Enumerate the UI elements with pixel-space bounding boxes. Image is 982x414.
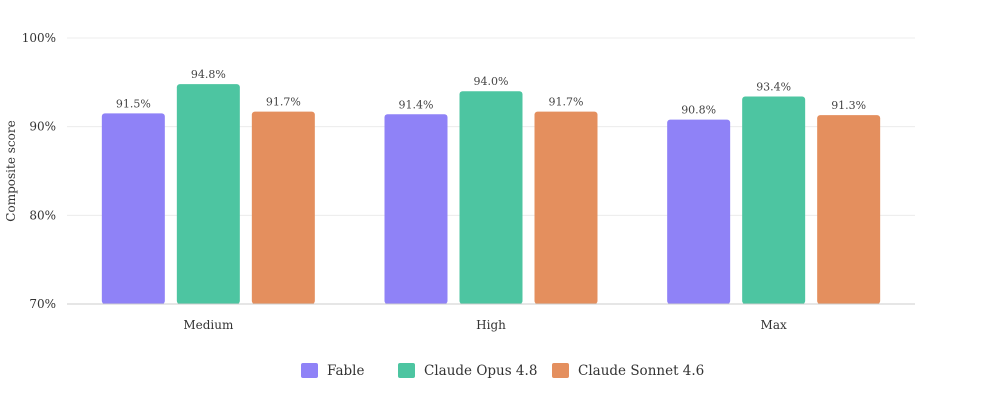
bar: [384, 114, 448, 305]
data-label: 93.4%: [756, 81, 791, 94]
legend-swatch: [552, 363, 569, 378]
y-tick-label: 90%: [29, 120, 56, 134]
bar: [742, 96, 806, 305]
data-label: 91.7%: [549, 96, 584, 109]
bar: [251, 111, 315, 305]
legend-swatch: [398, 363, 415, 378]
legend-swatch: [301, 363, 318, 378]
y-axis-title: Composite score: [4, 120, 18, 221]
bar: [817, 115, 881, 304]
y-tick-label: 70%: [29, 297, 56, 311]
x-tick-label: Max: [761, 318, 787, 332]
y-tick-label: 100%: [22, 31, 56, 45]
data-label: 91.5%: [116, 97, 151, 110]
legend: Fable Claude Opus 4.8 Claude Sonnet 4.6: [301, 363, 704, 379]
legend-label: Claude Sonnet 4.6: [578, 363, 704, 379]
data-label: 94.8%: [191, 68, 226, 81]
data-label: 90.8%: [681, 104, 716, 117]
data-label: 91.4%: [399, 98, 434, 111]
legend-label: Claude Opus 4.8: [424, 363, 537, 379]
bar: [459, 91, 523, 304]
x-tick-label: High: [476, 318, 506, 332]
axes: 70% 80% 90% 100% Medium High Max: [22, 31, 915, 332]
bar: [101, 113, 165, 304]
data-label: 91.7%: [266, 96, 301, 109]
y-tick-label: 80%: [29, 208, 56, 222]
data-label: 94.0%: [474, 75, 509, 88]
bar: [534, 111, 598, 305]
bar: [176, 84, 240, 305]
legend-label: Fable: [327, 363, 364, 379]
x-tick-label: Medium: [183, 318, 234, 332]
data-labels: 91.5% 94.8% 91.7% 91.4% 94.0% 91.7% 90.8% 93.4%…: [116, 68, 866, 116]
bars: [101, 84, 881, 305]
bar: [667, 119, 731, 304]
data-label: 91.3%: [831, 99, 866, 112]
